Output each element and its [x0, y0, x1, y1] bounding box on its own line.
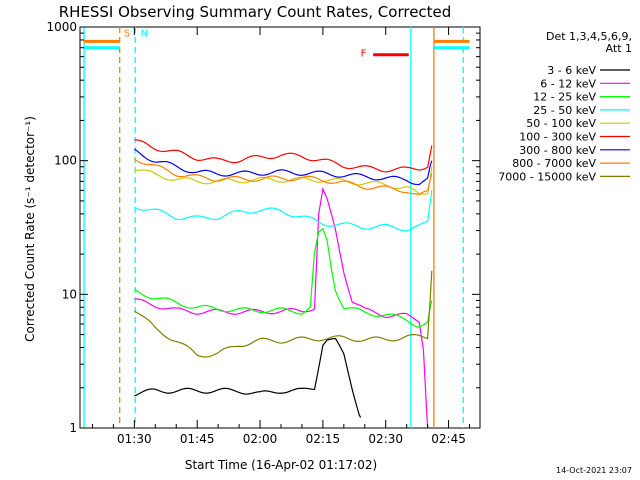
series-line-6: [133, 148, 433, 186]
legend-label-8: 7000 - 15000 keV: [498, 170, 596, 183]
legend-label-0: 3 - 6 keV: [547, 64, 596, 77]
legend-label-3: 25 - 50 keV: [533, 104, 596, 117]
legend-label-4: 50 - 100 keV: [526, 117, 596, 130]
annotation-f: F: [361, 49, 367, 60]
x-axis-label: Start Time (16-Apr-02 01:17:02): [185, 458, 377, 472]
plot-area: S N F 01:30 01:45 02:00 02:15 02:30 02:45 1 10 100 1…: [46, 20, 481, 446]
plot-frame: [79, 26, 481, 429]
x-tick-label-3: 02:15: [306, 432, 341, 446]
x-tick-label-2: 02:00: [243, 432, 278, 446]
chart-title: RHESSI Observing Summary Count Rates, Co…: [59, 3, 452, 21]
annotation-n: N: [141, 28, 148, 39]
x-tick-label-1: 01:45: [180, 432, 215, 446]
series-line-4: [134, 166, 433, 195]
x-tick-label-0: 01:30: [117, 432, 152, 446]
series-line-8: [133, 270, 433, 358]
series-line-1: [134, 186, 429, 429]
series-line-5: [134, 139, 433, 173]
legend-label-5: 100 - 300 keV: [519, 131, 596, 144]
series-line-0: [134, 337, 362, 418]
timestamp: 14-Oct-2021 23:07: [556, 466, 632, 475]
legend-label-1: 6 - 12 keV: [540, 77, 596, 90]
y-tick-label-1: 10: [62, 287, 77, 301]
legend-header-line1: Det 1,3,4,5,6,9,: [546, 30, 632, 43]
x-tick-label-4: 02:30: [368, 432, 403, 446]
legend-label-7: 800 - 7000 keV: [512, 157, 596, 170]
x-tick-label-5: 02:45: [431, 432, 466, 446]
series-line-7: [133, 158, 433, 196]
legend-header-line2: Att 1: [606, 42, 632, 55]
y-tick-label-3: 1000: [46, 20, 77, 34]
series-line-2: [134, 227, 433, 328]
annotation-s: S: [124, 28, 130, 39]
series-line-3: [134, 190, 433, 232]
y-tick-label-0: 1: [69, 421, 77, 435]
legend-label-6: 300 - 800 keV: [519, 144, 596, 157]
legend-label-2: 12 - 25 keV: [533, 91, 596, 104]
y-axis-label: Corrected Count Rate (s⁻¹ detector⁻¹): [23, 116, 37, 342]
y-tick-label-2: 100: [54, 154, 77, 168]
